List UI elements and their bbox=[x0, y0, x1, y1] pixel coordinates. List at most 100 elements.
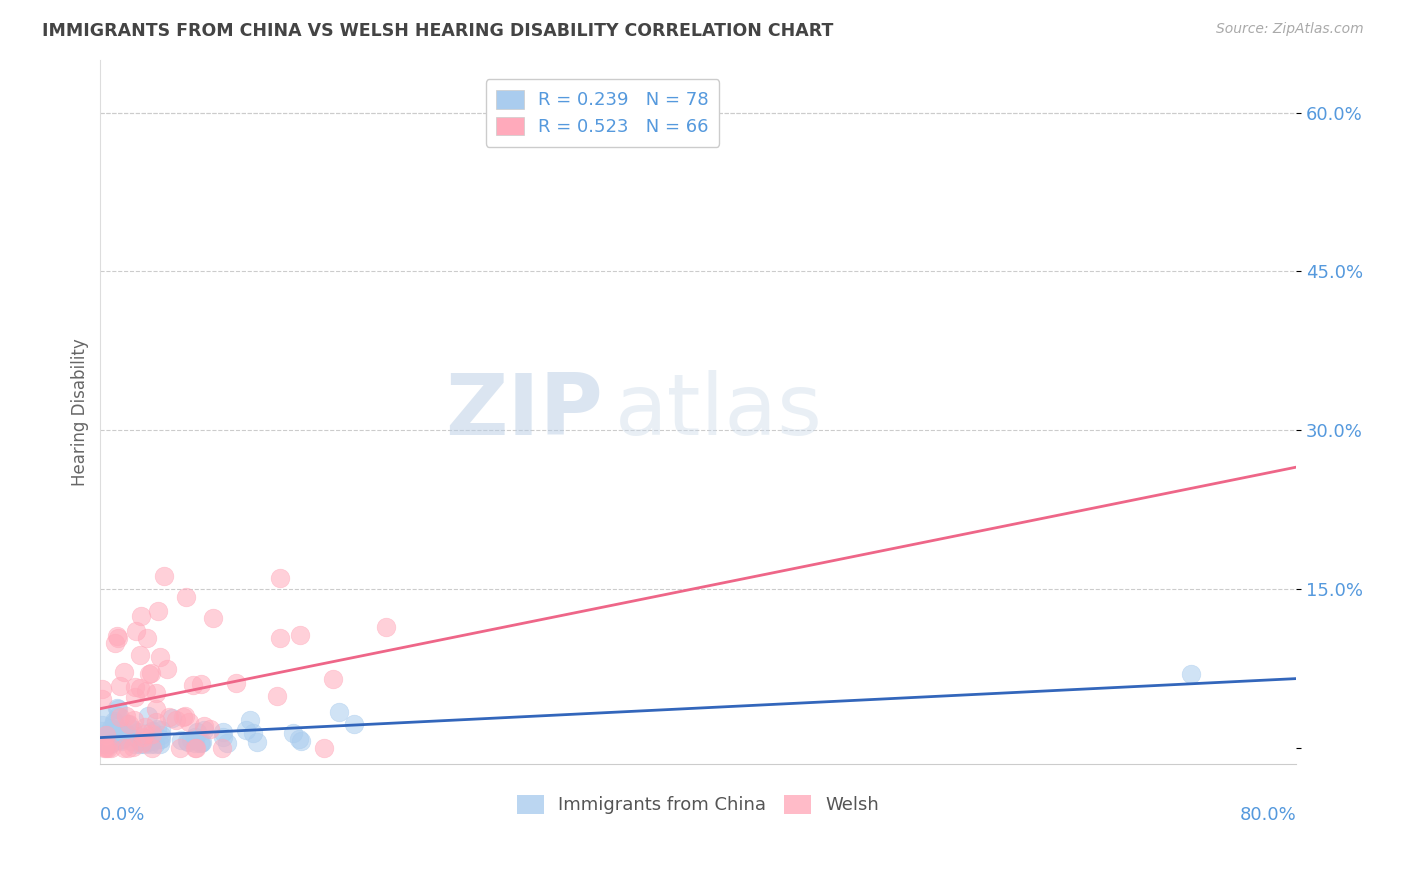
Welsh bbox=[184, 740, 207, 755]
Immigrants from China bbox=[235, 723, 257, 737]
Immigrants from China bbox=[90, 734, 112, 748]
Legend: Immigrants from China, Welsh: Immigrants from China, Welsh bbox=[506, 784, 890, 825]
Immigrants from China bbox=[177, 735, 200, 749]
Welsh bbox=[117, 740, 139, 755]
Immigrants from China bbox=[101, 723, 124, 737]
Immigrants from China bbox=[290, 734, 312, 748]
Immigrants from China bbox=[193, 723, 215, 737]
Welsh bbox=[193, 719, 215, 733]
Immigrants from China bbox=[143, 737, 166, 751]
Welsh bbox=[131, 735, 153, 749]
Immigrants from China bbox=[184, 736, 207, 750]
Welsh bbox=[145, 714, 167, 729]
Immigrants from China bbox=[1180, 666, 1202, 681]
Welsh bbox=[225, 676, 247, 690]
Welsh bbox=[131, 609, 153, 624]
Immigrants from China bbox=[242, 726, 264, 740]
Immigrants from China bbox=[245, 735, 267, 749]
Welsh bbox=[112, 740, 135, 755]
Welsh bbox=[181, 678, 204, 692]
Welsh bbox=[314, 740, 336, 755]
Welsh bbox=[141, 740, 163, 755]
Welsh bbox=[125, 624, 148, 638]
Immigrants from China bbox=[90, 737, 112, 751]
Welsh bbox=[141, 727, 163, 741]
Immigrants from China bbox=[132, 737, 155, 751]
Immigrants from China bbox=[115, 716, 138, 731]
Immigrants from China bbox=[103, 716, 125, 731]
Welsh bbox=[186, 740, 208, 755]
Immigrants from China bbox=[129, 737, 152, 751]
Immigrants from China bbox=[100, 721, 122, 735]
Welsh bbox=[117, 717, 139, 731]
Welsh bbox=[157, 709, 180, 723]
Immigrants from China bbox=[186, 724, 208, 739]
Immigrants from China bbox=[281, 726, 304, 740]
Immigrants from China bbox=[117, 729, 139, 743]
Immigrants from China bbox=[211, 725, 233, 739]
Welsh bbox=[179, 715, 201, 730]
Welsh bbox=[93, 740, 115, 755]
Welsh bbox=[97, 740, 120, 755]
Immigrants from China bbox=[141, 723, 163, 738]
Immigrants from China bbox=[136, 709, 159, 723]
Immigrants from China bbox=[112, 723, 135, 738]
Welsh bbox=[94, 740, 117, 755]
Immigrants from China bbox=[217, 736, 239, 750]
Welsh bbox=[96, 728, 118, 742]
Welsh bbox=[110, 709, 132, 723]
Immigrants from China bbox=[343, 717, 366, 731]
Immigrants from China bbox=[108, 731, 131, 745]
Welsh bbox=[104, 636, 127, 650]
Welsh bbox=[145, 702, 167, 716]
Welsh bbox=[374, 620, 396, 634]
Welsh bbox=[269, 571, 291, 585]
Immigrants from China bbox=[110, 731, 132, 746]
Immigrants from China bbox=[90, 718, 112, 732]
Welsh bbox=[129, 681, 152, 696]
Immigrants from China bbox=[188, 736, 211, 750]
Text: 80.0%: 80.0% bbox=[1239, 806, 1296, 824]
Immigrants from China bbox=[169, 733, 191, 747]
Immigrants from China bbox=[100, 736, 122, 750]
Immigrants from China bbox=[110, 733, 132, 747]
Immigrants from China bbox=[136, 735, 159, 749]
Welsh bbox=[114, 708, 136, 723]
Immigrants from China bbox=[162, 711, 184, 725]
Welsh bbox=[94, 739, 117, 754]
Welsh bbox=[129, 648, 152, 662]
Immigrants from China bbox=[149, 732, 172, 747]
Welsh bbox=[202, 611, 225, 625]
Welsh bbox=[290, 628, 312, 642]
Immigrants from China bbox=[211, 730, 233, 744]
Immigrants from China bbox=[149, 723, 172, 738]
Immigrants from China bbox=[176, 733, 198, 747]
Welsh bbox=[107, 629, 129, 643]
Immigrants from China bbox=[141, 734, 163, 748]
Text: ZIP: ZIP bbox=[444, 370, 603, 453]
Welsh bbox=[145, 686, 167, 700]
Welsh bbox=[108, 679, 131, 693]
Welsh bbox=[156, 662, 179, 676]
Immigrants from China bbox=[121, 722, 143, 736]
Immigrants from China bbox=[150, 728, 173, 742]
Immigrants from China bbox=[127, 725, 149, 739]
Welsh bbox=[266, 690, 288, 704]
Immigrants from China bbox=[94, 710, 117, 724]
Immigrants from China bbox=[149, 737, 172, 751]
Welsh bbox=[146, 603, 169, 617]
Welsh bbox=[169, 740, 191, 755]
Welsh bbox=[124, 713, 146, 727]
Welsh bbox=[100, 740, 122, 755]
Immigrants from China bbox=[328, 706, 350, 720]
Immigrants from China bbox=[288, 731, 311, 746]
Immigrants from China bbox=[104, 731, 127, 746]
Welsh bbox=[172, 710, 194, 724]
Immigrants from China bbox=[107, 709, 129, 723]
Immigrants from China bbox=[110, 733, 132, 747]
Immigrants from China bbox=[180, 732, 202, 747]
Welsh bbox=[132, 730, 155, 744]
Welsh bbox=[211, 740, 233, 755]
Text: IMMIGRANTS FROM CHINA VS WELSH HEARING DISABILITY CORRELATION CHART: IMMIGRANTS FROM CHINA VS WELSH HEARING D… bbox=[42, 22, 834, 40]
Welsh bbox=[198, 722, 221, 736]
